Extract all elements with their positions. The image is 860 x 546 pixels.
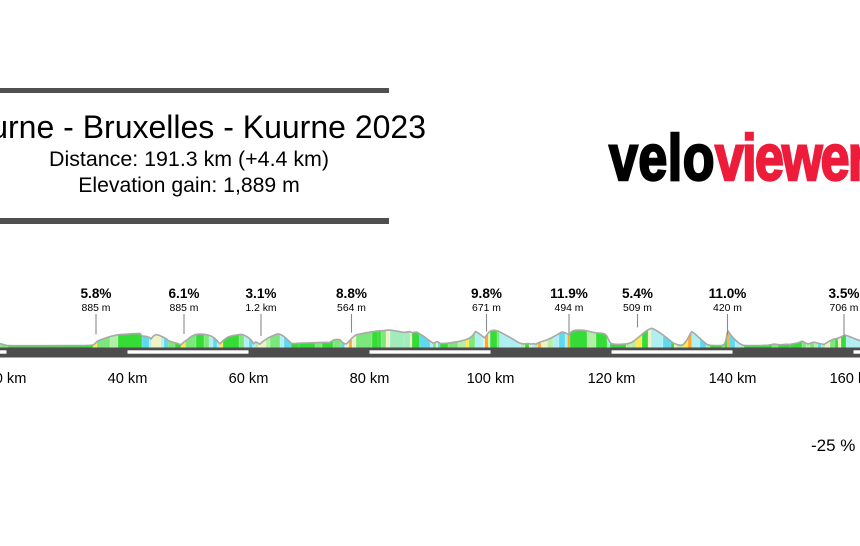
svg-text:494 m: 494 m — [555, 303, 584, 314]
svg-text:706 m: 706 m — [830, 303, 859, 314]
svg-text:671 m: 671 m — [472, 303, 501, 314]
svg-text:60 km: 60 km — [229, 371, 269, 387]
svg-text:11.9%: 11.9% — [550, 286, 588, 301]
svg-text:9.8%: 9.8% — [471, 286, 502, 301]
svg-text:5.4%: 5.4% — [622, 286, 653, 301]
svg-text:3.5%: 3.5% — [829, 286, 860, 301]
svg-text:80 km: 80 km — [350, 371, 390, 387]
svg-text:100 km: 100 km — [467, 371, 515, 387]
svg-text:885 m: 885 m — [82, 303, 111, 314]
svg-text:420 m: 420 m — [713, 303, 742, 314]
svg-text:8.8%: 8.8% — [336, 286, 367, 301]
svg-text:20 km: 20 km — [0, 371, 26, 387]
svg-text:-25 %: -25 % — [811, 436, 855, 455]
svg-text:564 m: 564 m — [337, 303, 366, 314]
svg-text:6.1%: 6.1% — [169, 286, 200, 301]
svg-text:3.1%: 3.1% — [246, 286, 277, 301]
svg-text:1.2 km: 1.2 km — [245, 303, 276, 314]
svg-text:885 m: 885 m — [170, 303, 199, 314]
svg-text:5.8%: 5.8% — [81, 286, 112, 301]
svg-text:509 m: 509 m — [623, 303, 652, 314]
svg-text:120 km: 120 km — [588, 371, 636, 387]
svg-text:140 km: 140 km — [709, 371, 757, 387]
svg-text:11.0%: 11.0% — [709, 286, 747, 301]
svg-text:160 km: 160 km — [830, 371, 860, 387]
svg-text:40 km: 40 km — [108, 371, 148, 387]
